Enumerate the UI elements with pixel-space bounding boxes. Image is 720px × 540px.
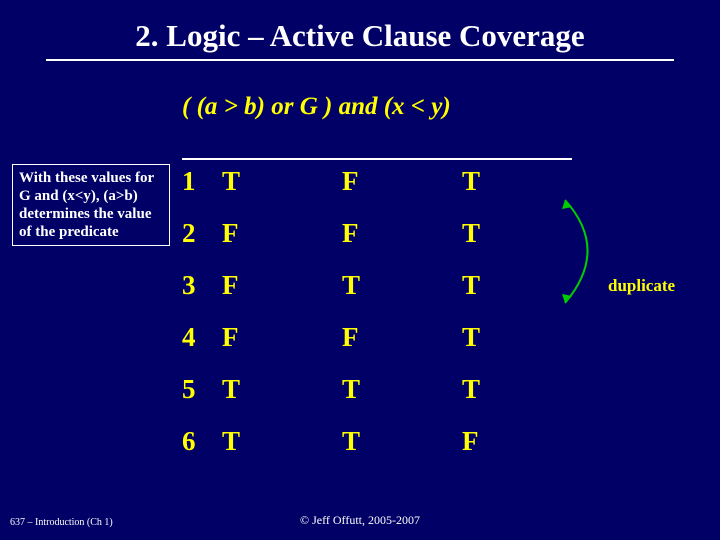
- cell-c3: T: [462, 270, 582, 301]
- table-row: 3FTT: [182, 270, 582, 322]
- cell-c1: T: [222, 166, 342, 197]
- cell-c1: F: [222, 270, 342, 301]
- table-row: 5TTT: [182, 374, 582, 426]
- cell-c1: T: [222, 374, 342, 405]
- row-index: 6: [182, 426, 222, 457]
- cell-c2: T: [342, 426, 462, 457]
- cell-c2: F: [342, 166, 462, 197]
- cell-c2: T: [342, 374, 462, 405]
- cell-c2: F: [342, 218, 462, 249]
- cell-c1: T: [222, 426, 342, 457]
- cell-c3: T: [462, 218, 582, 249]
- title-underline: [46, 59, 674, 61]
- cell-c3: F: [462, 426, 582, 457]
- table-row: 2FFT: [182, 218, 582, 270]
- table-row: 1TFT: [182, 166, 582, 218]
- cell-c1: F: [222, 218, 342, 249]
- cell-c2: F: [342, 322, 462, 353]
- row-index: 1: [182, 166, 222, 197]
- predicate-expression: ( (a > b) or G ) and (x < y): [182, 93, 720, 121]
- duplicate-label: duplicate: [608, 276, 675, 296]
- truth-table: 1TFT2FFT3FTT4FFT5TTT6TTF: [182, 158, 582, 478]
- cell-c1: F: [222, 322, 342, 353]
- table-header-rule: [182, 158, 572, 160]
- footer-copyright: © Jeff Offutt, 2005-2007: [0, 513, 720, 528]
- cell-c3: T: [462, 166, 582, 197]
- cell-c3: T: [462, 322, 582, 353]
- row-index: 4: [182, 322, 222, 353]
- table-row: 4FFT: [182, 322, 582, 374]
- table-row: 6TTF: [182, 426, 582, 478]
- note-box: With these values for G and (x<y), (a>b)…: [12, 164, 170, 246]
- row-index: 5: [182, 374, 222, 405]
- cell-c2: T: [342, 270, 462, 301]
- cell-c3: T: [462, 374, 582, 405]
- slide-title: 2. Logic – Active Clause Coverage: [0, 0, 720, 59]
- row-index: 3: [182, 270, 222, 301]
- row-index: 2: [182, 218, 222, 249]
